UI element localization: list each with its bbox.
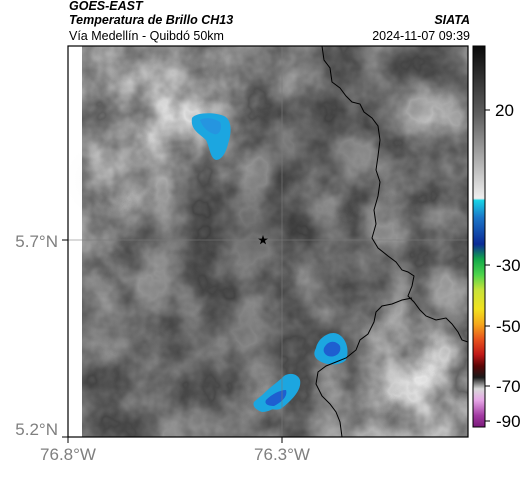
lon-tick-label: 76.3°W xyxy=(254,445,310,464)
boundary-line-east xyxy=(321,46,468,343)
product-title: Temperatura de Brillo CH13 xyxy=(69,13,234,27)
satellite-name: GOES-EAST xyxy=(69,0,143,13)
city-marker-star xyxy=(258,235,268,245)
colorbar-scale xyxy=(473,46,485,427)
source-label: SIATA xyxy=(434,13,470,27)
map-frame xyxy=(67,45,469,438)
imagery-layer xyxy=(68,46,468,437)
region-label: Vía Medellín - Quibdó 50km xyxy=(69,29,224,43)
lon-tick-label: 76.8°W xyxy=(40,445,96,464)
colorbar-tick-label: -90 xyxy=(496,412,521,431)
boundary-line-south xyxy=(315,297,413,437)
lat-tick-label: 5.7°N xyxy=(15,232,58,251)
colorbar-tick-label: 20 xyxy=(495,101,514,120)
lat-tick-label: 5.2°N xyxy=(15,420,58,439)
colorbar-tick-label: -50 xyxy=(496,317,521,336)
colorbar-tick-label: -30 xyxy=(496,256,521,275)
datetime-label: 2024-11-07 09:39 xyxy=(372,29,470,43)
colorbar: 20 -30 -50 -70 -90 xyxy=(472,45,521,431)
colorbar-tick-label: -70 xyxy=(496,377,521,396)
